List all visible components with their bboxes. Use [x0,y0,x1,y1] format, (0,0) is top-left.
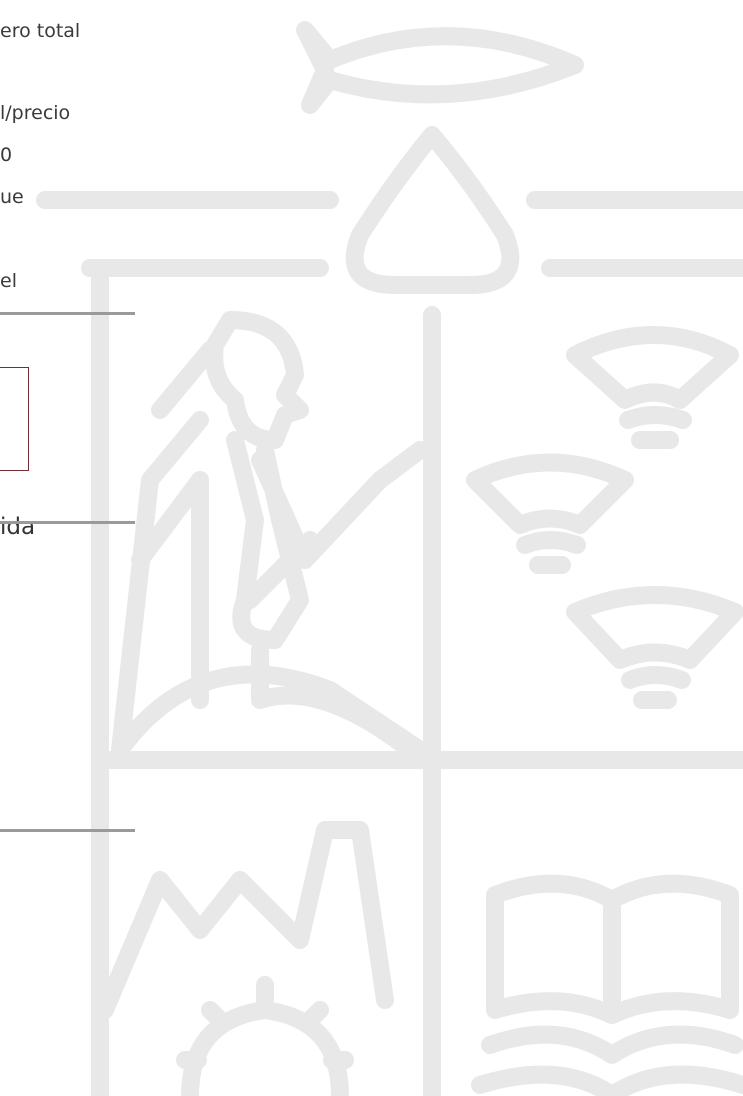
text-fragment: el [0,272,17,291]
text-fragment: ue [0,188,24,207]
page: ero total l/precio 0 ue el ida [0,0,743,1096]
background-illustration [0,0,743,1096]
text-fragment: ero total [0,22,80,41]
text-fragment: l/precio [0,104,70,123]
divider [0,829,135,832]
section-heading: ida [0,516,35,539]
input-box[interactable] [0,367,29,471]
divider [0,521,135,524]
text-fragment: 0 [0,146,12,165]
divider [0,312,135,315]
